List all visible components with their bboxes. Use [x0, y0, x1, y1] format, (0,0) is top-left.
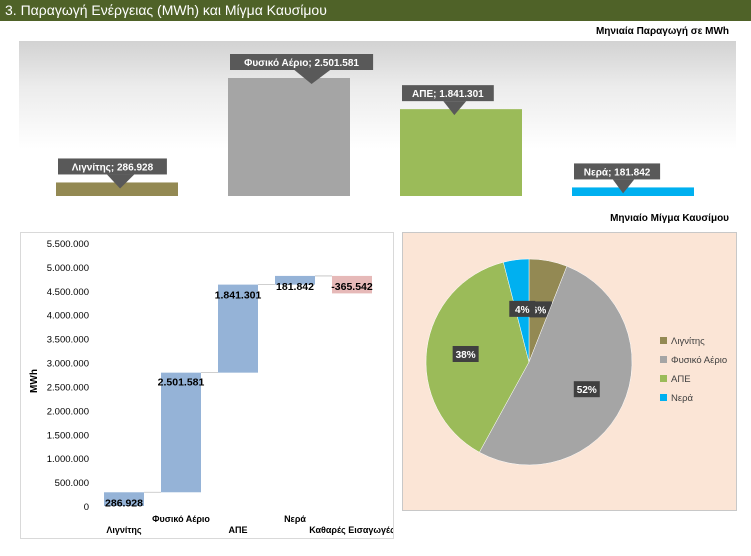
legend-swatch: [660, 394, 667, 401]
section-header: 3. Παραγωγή Ενέργειας (MWh) και Μίγμα Κα…: [0, 0, 751, 21]
y-tick-label: 2.000.000: [47, 406, 89, 417]
x-category-label: Καθαρές Εισαγωγές: [309, 525, 393, 535]
x-category-label: Νερά: [284, 514, 306, 524]
waterfall-value-label: 286.928: [105, 497, 143, 509]
label-pointer: [294, 70, 331, 84]
bar-4: [572, 187, 694, 196]
data-label-box: [402, 85, 494, 102]
pie-data-label-4: 4%: [515, 305, 530, 316]
x-category-label: Λιγνίτης: [106, 525, 142, 535]
legend-label-4: Νερά: [671, 393, 693, 404]
y-tick-label: 4.000.000: [47, 311, 89, 322]
waterfall-chart: 0 500.000 1.000.000 1.500.000 2.000.000 2.500…: [29, 239, 395, 535]
bar-chart: Λιγνίτης; 286.928 Φυσικό Αέριο; 2.501.581…: [56, 54, 694, 196]
label-pointer: [612, 179, 635, 194]
legend-swatch: [660, 337, 667, 344]
legend-label-3: ΑΠΕ: [671, 374, 691, 385]
waterfall-value-label: 181.842: [276, 281, 314, 293]
waterfall-bar-5: [332, 275, 372, 294]
pie-data-label-2: 52%: [577, 385, 597, 396]
legend-swatch: [660, 356, 667, 363]
y-tick-label: 3.000.000: [47, 359, 89, 370]
y-tick-label: 5.500.000: [47, 239, 89, 250]
label-pointer: [443, 101, 467, 116]
label-pointer: [107, 174, 135, 189]
legend-swatch: [660, 375, 667, 382]
x-category-label: Φυσικό Αέριο: [152, 514, 210, 524]
bar-chart-panel: Λιγνίτης; 286.928 Φυσικό Αέριο; 2.501.581…: [19, 41, 736, 207]
pie-chart-title: Μηνιαίο Μίγμα Καυσίμου: [610, 213, 729, 224]
waterfall-chart-panel: 0 500.000 1.000.000 1.500.000 2.000.000 2.500…: [20, 232, 395, 539]
data-label-1: Λιγνίτης; 286.928: [72, 162, 154, 173]
y-tick-label: 1.500.000: [47, 430, 89, 441]
data-label-3: ΑΠΕ; 1.841.301: [412, 89, 484, 100]
y-tick-label: 500.000: [55, 478, 89, 489]
pie-slice-2: [479, 265, 633, 466]
y-tick-label: 1.000.000: [47, 454, 89, 465]
waterfall-value-label: 1.841.301: [215, 290, 262, 302]
waterfall-bar-1: [104, 492, 144, 506]
y-tick-label: 4.500.000: [47, 287, 89, 298]
y-axis-label: MWh: [29, 369, 40, 393]
y-tick-label: 0: [84, 502, 89, 513]
legend-label-2: Φυσικό Αέριο: [671, 355, 727, 366]
waterfall-bar-4: [275, 275, 315, 285]
section-title: 3. Παραγωγή Ενέργειας (MWh) και Μίγμα Κα…: [5, 2, 327, 18]
bar-2: [228, 78, 350, 196]
pie-chart: 6% 52% 38% 4% Λιγνίτης Φυσικό Αέριο ΑΠΕ Νερά: [425, 258, 727, 466]
y-tick-label: 2.500.000: [47, 382, 89, 393]
data-label-box: [574, 163, 661, 180]
y-tick-label: 3.500.000: [47, 335, 89, 346]
data-label-box: [230, 54, 374, 70]
pie-label-box: [509, 300, 536, 317]
data-label-2: Φυσικό Αέριο; 2.501.581: [244, 58, 359, 69]
pie-data-label-1: 6%: [532, 305, 547, 316]
bar-1: [56, 182, 178, 196]
waterfall-value-label: -365.542: [331, 281, 373, 293]
waterfall-bar-2: [161, 372, 201, 493]
pie-label-box: [573, 381, 600, 398]
waterfall-bar-3: [218, 284, 258, 373]
pie-data-label-3: 38%: [456, 350, 476, 361]
x-category-label: ΑΠΕ: [228, 525, 247, 535]
y-tick-label: 5.000.000: [47, 263, 89, 274]
bar-3: [400, 109, 522, 196]
pie-chart-panel: 6% 52% 38% 4% Λιγνίτης Φυσικό Αέριο ΑΠΕ Νερά: [402, 232, 737, 511]
data-label-box: [58, 158, 167, 175]
legend-label-1: Λιγνίτης: [671, 336, 705, 347]
bar-chart-title: Μηνιαία Παραγωγή σε MWh: [595, 26, 729, 37]
waterfall-value-label: 2.501.581: [158, 377, 205, 389]
data-label-4: Νερά; 181.842: [584, 167, 651, 178]
pie-label-box: [452, 345, 479, 362]
